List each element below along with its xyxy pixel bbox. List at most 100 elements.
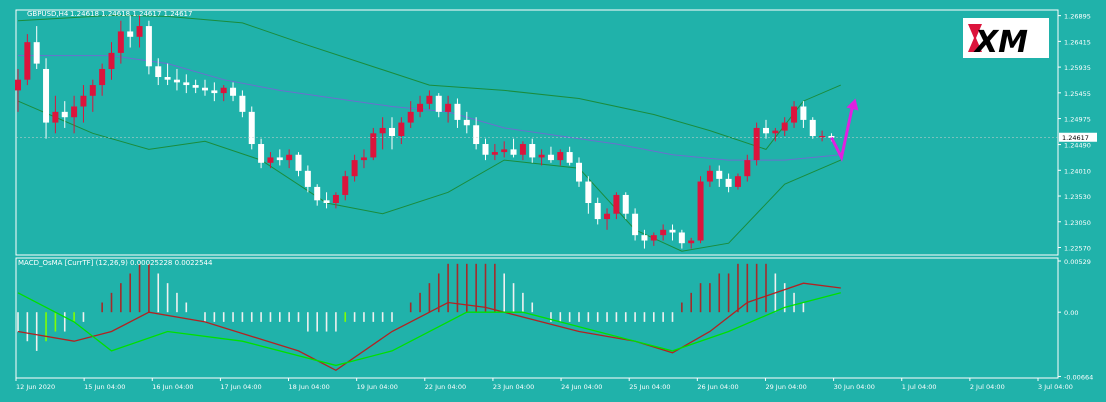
candle [230,82,237,102]
candle-body [538,154,545,158]
time-tick-label: 25 Jun 04:00 [629,383,670,391]
candle-body [734,176,741,187]
candle [763,119,769,139]
candle [379,117,386,150]
candle [202,79,208,96]
candle [127,15,134,48]
candle-body [566,152,573,163]
logo-red-mark [968,24,982,52]
time-tick-label: 15 Jun 04:00 [84,383,125,391]
indicator-label: MACD_OsMA [CurrTF] (12,26,9) 0.00025228 … [18,259,213,267]
arrow-shaft [830,106,854,162]
candle-body [678,232,685,244]
candle-body [117,31,124,53]
candle [192,79,199,94]
time-tick-label: 30 Jun 04:00 [834,383,875,391]
candle-body [435,95,442,112]
candle [445,95,452,123]
candle [71,95,78,134]
candle-body [258,144,265,163]
candle [80,85,87,123]
price-tick-label: 1.23530 [1064,193,1091,201]
signal-line [17,292,841,367]
candle-body [482,144,489,155]
candle [398,117,405,145]
candle-body [716,170,723,179]
candle [295,152,302,177]
candle [24,34,31,86]
candle [744,154,751,182]
candle [342,170,349,201]
candle-body [819,135,826,138]
candle-body [622,194,629,214]
candle [772,127,779,142]
candle [519,141,526,161]
candle-body [763,127,769,134]
time-tick-label: 2 Jul 04:00 [970,383,1005,391]
candle-body [407,111,414,123]
current-price-box [1059,132,1097,142]
candle [43,58,50,139]
candle [99,63,106,96]
candle-body [426,95,433,104]
candle [678,229,685,249]
candle-body [155,66,162,78]
candle [632,208,639,241]
price-tick-label: 1.23050 [1064,219,1091,227]
candle-body [725,178,732,187]
candle [669,224,676,241]
candle [389,117,395,150]
macd-tick-label: 0.00 [1064,309,1078,317]
candle-body [772,130,779,134]
candle-body [744,160,751,177]
candle [529,138,536,163]
time-tick-label: 22 Jun 04:00 [425,383,466,391]
candle [370,127,377,161]
candle [108,42,115,80]
candle [538,149,545,166]
candle [332,192,339,209]
candle-body [239,95,246,112]
candle [819,130,826,142]
candle [89,79,96,112]
candle [688,237,695,249]
macd-tick-label: -0.00664 [1064,373,1093,381]
price-tick-label: 1.26415 [1064,38,1091,46]
time-tick-label: 18 Jun 04:00 [289,383,330,391]
candle [697,176,704,244]
price-panel [15,14,1058,252]
candle [183,74,190,94]
current-price-label: 1.24617 [1062,134,1089,142]
candle-body [136,26,143,37]
candle-body [24,42,31,80]
macd-panel [17,263,841,372]
candle [15,68,21,112]
candle [725,173,732,193]
candle-body [230,87,237,96]
time-tick-label: 1 Jul 04:00 [902,383,937,391]
candle-body [248,111,255,145]
candle-body [613,194,620,214]
candle [809,117,816,139]
candle-body [809,119,816,136]
time-tick-label: 26 Jun 04:00 [697,383,738,391]
candle-body [370,133,377,158]
candle [323,192,330,209]
candle-body [604,213,611,220]
time-tick-label: 3 Jul 04:00 [1038,383,1073,391]
candle-body [510,149,517,155]
candle [716,165,723,187]
candle [173,68,180,91]
symbol-label: GBPUSD,H4 [27,10,69,18]
candle [734,173,741,190]
candle-body [267,157,274,163]
macd-frame [15,257,1059,379]
logo-text: XM [973,25,1028,60]
chart-frames [15,9,1059,379]
candle [622,192,629,220]
candle [557,149,564,166]
candle-body [351,160,358,177]
candle [706,165,713,187]
